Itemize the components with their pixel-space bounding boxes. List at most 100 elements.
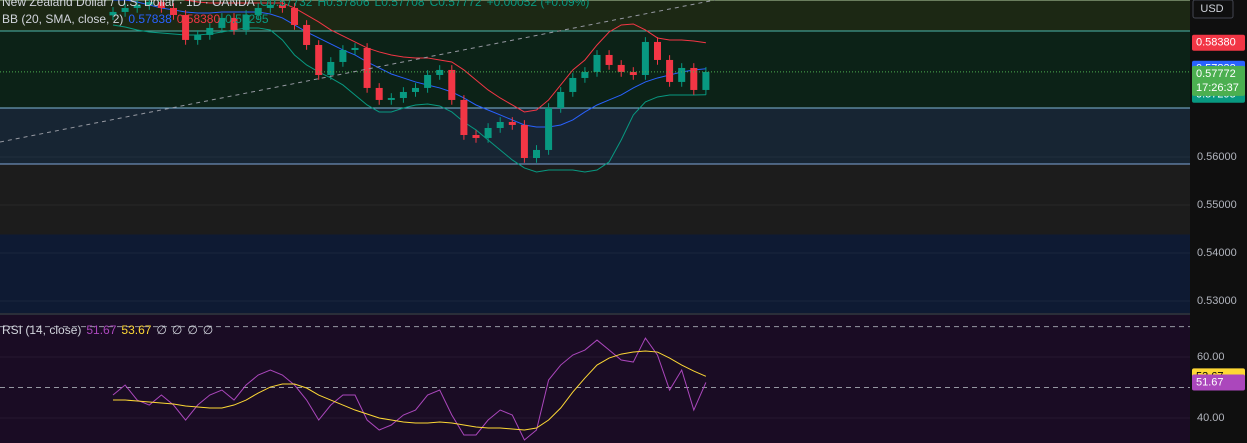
candle-body xyxy=(508,121,516,125)
candle-body xyxy=(339,49,347,62)
candle-body xyxy=(472,134,480,138)
symbol-legend: New Zealand Dollar / U.S. Dollar · 1D · … xyxy=(2,0,599,9)
candle-body xyxy=(520,124,528,158)
bb-title: BB (20, SMA, close, 2) xyxy=(2,12,124,26)
rsi-values: 51.67 53.67 ∅ ∅ ∅ ∅ xyxy=(86,323,218,337)
candle-body xyxy=(412,87,419,92)
bb-values: 0.57838 0.58380 0.57295 xyxy=(128,12,273,26)
price-tag-label: 51.67 xyxy=(1196,376,1224,388)
candle-body xyxy=(206,27,214,35)
ohlc-value: O0.57732 xyxy=(259,0,313,9)
bb-value: 0.57838 xyxy=(128,12,172,26)
candle-body xyxy=(654,41,661,60)
y-tick-label: 0.55000 xyxy=(1197,199,1237,211)
zone xyxy=(0,234,1190,313)
rsi-value: 51.67 xyxy=(86,323,117,337)
currency-box[interactable] xyxy=(1192,0,1234,19)
price-tag-label: 0.58380 xyxy=(1196,37,1236,49)
price-tag xyxy=(1192,65,1245,96)
candle-body xyxy=(666,59,674,82)
candle-body xyxy=(194,34,202,40)
candle-body xyxy=(242,14,250,30)
candle-body xyxy=(569,77,577,92)
pane-separator xyxy=(0,313,1247,315)
rsi-pane xyxy=(0,315,1190,443)
rsi-na: ∅ xyxy=(202,323,214,337)
y-tick-label: 0.53000 xyxy=(1197,295,1237,307)
candle-body xyxy=(448,69,456,100)
zone xyxy=(0,107,1190,164)
y-tick-label: 0.56000 xyxy=(1197,151,1237,163)
candle-body xyxy=(424,74,432,88)
candle-body xyxy=(460,99,468,135)
ohlc-value: H0.57806 xyxy=(317,0,370,9)
trend-line xyxy=(0,0,716,143)
candle-body xyxy=(387,97,395,100)
candle-body xyxy=(690,67,698,90)
candle-body xyxy=(593,54,601,72)
bb-value: 0.57295 xyxy=(225,12,269,26)
candle-body xyxy=(484,127,492,138)
ohlc-value: C0.57772 xyxy=(429,0,482,9)
candle-body xyxy=(266,4,274,8)
candle-body xyxy=(581,71,589,78)
candle-body xyxy=(291,7,298,25)
candle-body xyxy=(545,107,553,150)
candle-body xyxy=(605,54,613,65)
rsi-line xyxy=(113,350,707,431)
rsi-line xyxy=(112,337,707,441)
ohlc-value: +0.00052 (+0.09%) xyxy=(486,0,590,9)
candle-body xyxy=(170,7,177,15)
candle-body xyxy=(133,4,141,8)
countdown: 17:26:37 xyxy=(1196,82,1239,94)
candle-body xyxy=(496,121,504,128)
rsi-na: ∅ xyxy=(156,323,167,337)
bb-legend: BB (20, SMA, close, 2) 0.57838 0.58380 0.57… xyxy=(2,12,279,26)
zone xyxy=(0,163,1190,235)
y-tick-label: 60.00 xyxy=(1197,351,1225,363)
axis-labels: 0.560000.550000.540000.530000.583800.572… xyxy=(1192,34,1245,424)
candle-body xyxy=(109,11,117,16)
price-tag-label: 0.57772 xyxy=(1196,68,1236,80)
symbol-title: New Zealand Dollar / U.S. Dollar · 1D · … xyxy=(2,0,255,9)
rsi-na: ∅ xyxy=(171,323,183,337)
candle-body xyxy=(617,64,625,72)
pane-background xyxy=(0,315,1190,443)
candle-body xyxy=(375,87,383,100)
candle-body xyxy=(399,91,407,98)
ohlc-value: L0.57708 xyxy=(374,0,425,9)
y-tick-label: 40.00 xyxy=(1197,412,1225,424)
candle-body xyxy=(230,17,238,30)
candle-body xyxy=(533,149,540,158)
candle-body xyxy=(557,91,565,108)
candle-body xyxy=(702,71,710,90)
candle-body xyxy=(641,41,649,75)
candle-body xyxy=(327,61,335,75)
bb-value: 0.58380 xyxy=(176,12,221,26)
band-line xyxy=(183,0,706,113)
candle-body xyxy=(121,7,129,12)
candle-body xyxy=(629,71,637,75)
candle-body xyxy=(678,67,686,82)
candle-body xyxy=(303,24,311,45)
rsi-value: 53.67 xyxy=(121,323,152,337)
rsi-title: RSI (14, close) xyxy=(2,323,82,337)
candle-body xyxy=(363,47,371,88)
rsi-na: ∅ xyxy=(187,323,198,337)
price-pane xyxy=(0,0,1190,313)
candle-body xyxy=(218,17,226,28)
ohlc: O0.57732 H0.57806 L0.57708 C0.57772 +0.00052… xyxy=(260,0,595,9)
candle-body xyxy=(278,4,286,8)
y-tick-label: 0.54000 xyxy=(1197,247,1237,259)
price-tag xyxy=(1192,374,1245,391)
candle-body xyxy=(254,7,262,15)
currency: USD xyxy=(1200,3,1223,15)
rsi-legend: RSI (14, close) 51.67 53.67 ∅ ∅ ∅ ∅ xyxy=(2,323,223,337)
candle-body xyxy=(157,1,165,8)
candle-body xyxy=(182,14,190,40)
candle-body xyxy=(351,47,359,50)
band-line xyxy=(113,0,706,128)
candle-body xyxy=(315,44,323,75)
